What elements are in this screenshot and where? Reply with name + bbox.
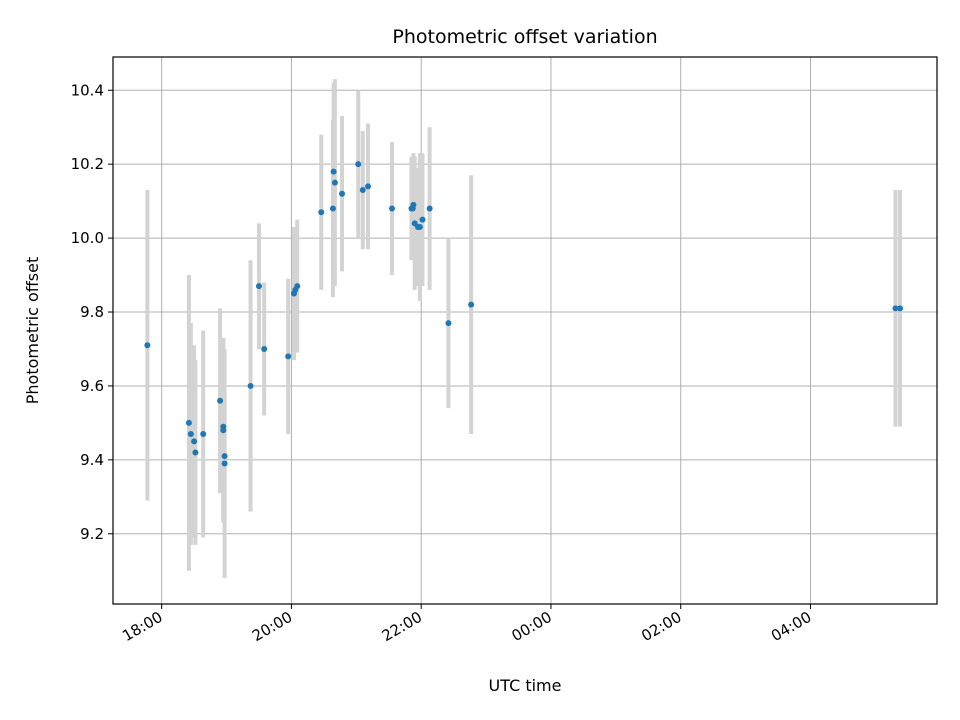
data-point	[388, 205, 395, 212]
y-tick-label: 10.2	[71, 155, 104, 173]
data-point	[410, 201, 417, 208]
data-point	[318, 209, 325, 216]
data-point	[329, 205, 336, 212]
y-tick-label: 9.8	[80, 303, 104, 321]
data-point	[191, 438, 198, 445]
chart-title: Photometric offset variation	[392, 26, 657, 48]
data-point	[220, 427, 227, 434]
data-point	[468, 301, 475, 308]
data-point	[187, 430, 194, 437]
data-point	[221, 460, 228, 467]
axis-ticks: 18:00 20:00 22:00 00:00 02:00 04:00 9.2 9.4 9.6 9…	[71, 81, 815, 645]
data-point	[426, 205, 433, 212]
error-bars	[145, 79, 903, 579]
data-point	[331, 179, 338, 186]
data-point	[217, 397, 224, 404]
y-tick-label: 9.4	[80, 451, 104, 469]
data-point	[200, 430, 207, 437]
plot-frame	[112, 56, 938, 605]
x-tick-label: 22:00	[379, 608, 425, 645]
x-tick-label: 02:00	[638, 608, 684, 645]
y-tick-label: 10.4	[71, 81, 104, 99]
y-axis-label: Photometric offset	[23, 257, 42, 405]
data-point	[144, 342, 151, 349]
x-tick-label: 20:00	[249, 608, 295, 645]
data-point	[330, 168, 337, 175]
x-axis-label: UTC time	[489, 676, 562, 695]
data-point	[255, 283, 262, 290]
data-point	[192, 449, 199, 456]
data-point	[892, 305, 899, 312]
x-tick-label: 04:00	[768, 608, 814, 645]
data-point	[355, 161, 362, 168]
grid-lines	[113, 57, 937, 604]
y-tick-label: 9.2	[80, 525, 104, 543]
data-point	[359, 187, 366, 194]
data-point	[261, 345, 268, 352]
data-points	[144, 161, 904, 467]
x-tick-label: 18:00	[119, 608, 165, 645]
data-point	[445, 320, 452, 327]
data-point	[339, 190, 346, 197]
data-point	[419, 216, 426, 223]
x-tick-label: 00:00	[509, 608, 555, 645]
data-point	[294, 283, 301, 290]
data-point	[185, 419, 192, 426]
data-point	[247, 382, 254, 389]
data-point	[285, 353, 292, 360]
y-tick-label: 10.0	[71, 229, 104, 247]
y-tick-label: 9.6	[80, 377, 104, 395]
data-point	[221, 453, 228, 460]
data-point	[416, 224, 423, 231]
data-point	[897, 305, 904, 312]
data-point	[364, 183, 371, 190]
